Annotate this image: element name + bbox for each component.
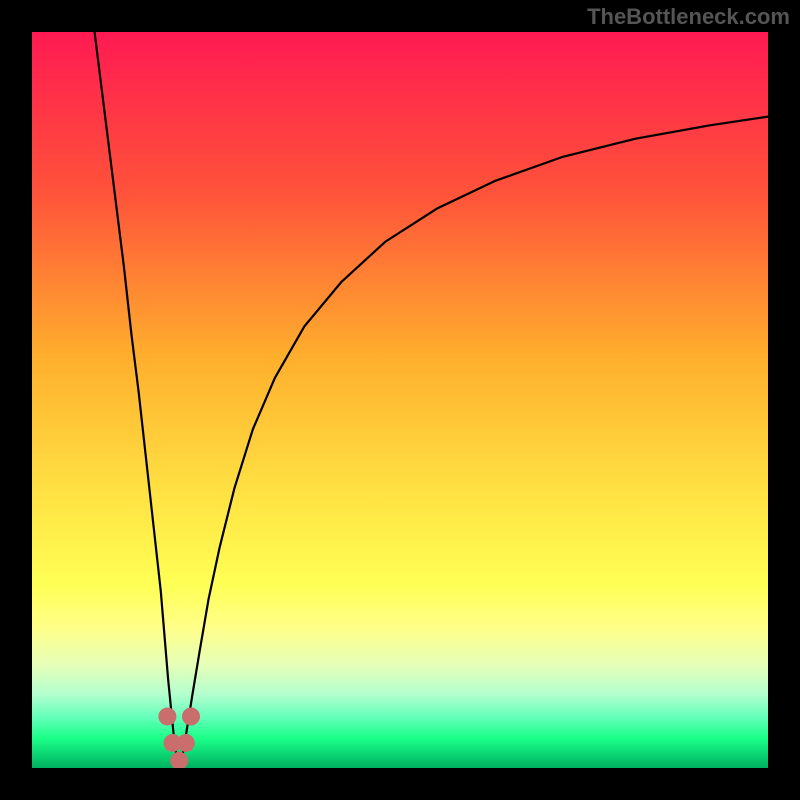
- plot-area: [32, 32, 768, 768]
- gradient-background: [32, 32, 768, 768]
- chart-svg: [32, 32, 768, 768]
- image-root: TheBottleneck.com: [0, 0, 800, 800]
- watermark-text: TheBottleneck.com: [587, 4, 790, 30]
